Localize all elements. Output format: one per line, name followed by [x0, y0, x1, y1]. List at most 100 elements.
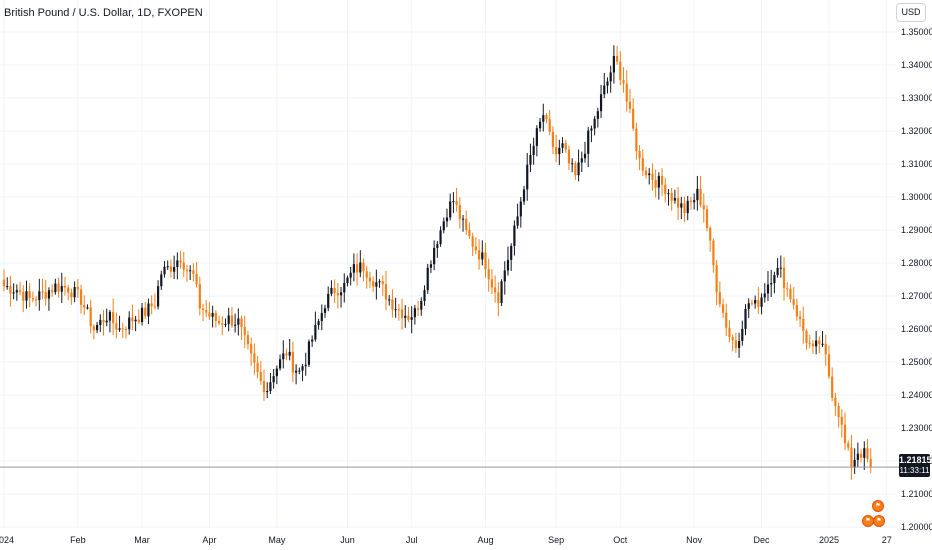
candle [702, 193, 705, 223]
candle [275, 365, 278, 385]
candle [323, 304, 327, 318]
candle [673, 189, 676, 204]
y-tick-label: 1.29000 [901, 225, 932, 235]
candle [397, 303, 400, 321]
candle [246, 330, 250, 350]
candle [542, 103, 545, 132]
y-tick-label: 1.27000 [901, 291, 932, 301]
candle [651, 163, 654, 191]
price-axis[interactable]: 1.200001.210001.220001.230001.240001.250… [901, 27, 932, 532]
flag-event-icon[interactable]: ⚑ [872, 500, 884, 512]
candle [63, 276, 67, 296]
candle [603, 72, 606, 99]
candle [856, 442, 859, 468]
time-axis[interactable]: 2024 Feb Mar Apr May Jun Jul Aug Sep Oct Nov Dec 202… [0, 535, 892, 545]
candle [815, 330, 818, 355]
candle [622, 67, 625, 93]
candle [551, 126, 555, 155]
candle [131, 304, 134, 331]
candle [83, 295, 86, 316]
candle [118, 315, 121, 332]
candle [782, 257, 786, 301]
candle [44, 280, 47, 306]
candle [667, 189, 670, 206]
candle [230, 307, 234, 328]
candle [715, 259, 718, 306]
candle [391, 289, 394, 318]
candle [763, 283, 766, 303]
candle [102, 310, 105, 336]
candle [461, 214, 465, 232]
candle [773, 271, 776, 294]
candle [458, 197, 461, 229]
candle [477, 239, 481, 270]
candle [243, 315, 246, 348]
candle [567, 145, 571, 170]
candle [73, 281, 76, 303]
candle [381, 275, 384, 296]
candles [2, 45, 872, 480]
y-tick-label: 1.30000 [901, 192, 932, 202]
candle [737, 332, 741, 358]
candle [648, 168, 651, 185]
x-tick-label: Nov [686, 535, 703, 545]
currency-button[interactable]: USD [896, 3, 926, 22]
candle [208, 302, 211, 320]
candle [519, 197, 522, 228]
candle [786, 282, 789, 297]
candle [696, 175, 699, 211]
candle [843, 412, 847, 451]
candle [429, 260, 433, 273]
candle [60, 272, 63, 303]
candle [754, 295, 757, 309]
candle [574, 161, 577, 180]
candle [587, 126, 590, 168]
y-tick-label: 1.35000 [901, 27, 932, 37]
candle [616, 46, 619, 65]
candle [15, 284, 18, 301]
candle [189, 265, 192, 280]
candle [333, 279, 336, 304]
candle [356, 253, 359, 286]
y-tick-label: 1.25000 [901, 357, 932, 367]
candle [153, 293, 156, 310]
bar-countdown: 11:33:11 [899, 466, 930, 475]
flag-event-icon[interactable]: ⚑ [873, 515, 885, 527]
candle [291, 341, 294, 382]
candle [217, 315, 221, 326]
candle [156, 280, 160, 310]
candle [522, 185, 526, 205]
candle [840, 409, 843, 438]
y-tick-label: 1.33000 [901, 93, 932, 103]
candle [757, 286, 760, 314]
candle [182, 251, 185, 278]
candle [468, 222, 471, 239]
candle [686, 195, 689, 221]
candle [744, 304, 747, 336]
candle [214, 310, 217, 328]
candle [288, 338, 291, 361]
x-tick-label: Jul [406, 535, 418, 545]
candle [535, 125, 538, 157]
candle [70, 288, 73, 305]
candle [128, 311, 131, 335]
candle [811, 339, 815, 354]
candle [750, 299, 754, 306]
candle [57, 277, 60, 298]
candle [6, 277, 9, 290]
candle [51, 284, 54, 297]
candle [795, 298, 798, 321]
y-tick-label: 1.31000 [901, 159, 932, 169]
candle [22, 285, 25, 313]
candle [365, 265, 368, 289]
candle [664, 177, 667, 203]
candle [834, 392, 837, 416]
x-tick-label: Mar [134, 535, 150, 545]
candle [140, 303, 144, 326]
candle [866, 439, 869, 463]
candle [89, 299, 92, 334]
candle [339, 286, 343, 308]
candle [163, 261, 166, 278]
candle [571, 158, 574, 173]
